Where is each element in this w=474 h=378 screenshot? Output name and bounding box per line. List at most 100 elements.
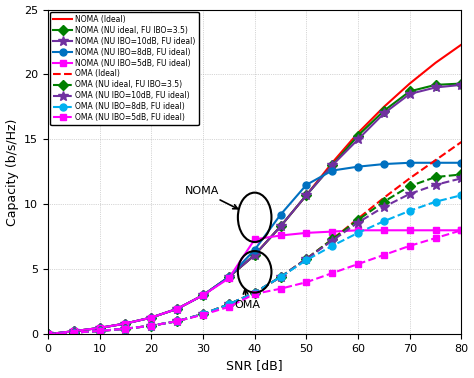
NOMA (NU ideal, FU IBO=3.5) [45, 332, 51, 336]
NOMA (NU IBO=8dB, FU ideal) [200, 293, 206, 297]
OMA (NU IBO=5dB, FU ideal) [174, 319, 180, 324]
Line: NOMA (NU IBO=5dB, FU ideal): NOMA (NU IBO=5dB, FU ideal) [45, 227, 465, 338]
OMA (NU IBO=10dB, FU ideal) [200, 312, 206, 316]
NOMA (Ideal) [433, 60, 438, 65]
NOMA (NU IBO=8dB, FU ideal) [381, 162, 387, 166]
OMA (NU IBO=8dB, FU ideal) [174, 319, 180, 324]
NOMA (NU IBO=5dB, FU ideal) [200, 293, 206, 297]
NOMA (NU IBO=5dB, FU ideal) [252, 237, 257, 242]
NOMA (NU IBO=5dB, FU ideal) [329, 229, 335, 234]
NOMA (NU ideal, FU IBO=3.5) [200, 293, 206, 297]
NOMA (NU IBO=5dB, FU ideal) [123, 321, 128, 326]
OMA (NU ideal, FU IBO=3.5) [458, 172, 464, 177]
OMA (NU IBO=8dB, FU ideal) [45, 332, 51, 336]
NOMA (Ideal) [226, 275, 232, 279]
NOMA (NU IBO=10dB, FU ideal) [329, 163, 335, 167]
OMA (NU IBO=10dB, FU ideal) [97, 328, 102, 333]
OMA (NU IBO=5dB, FU ideal) [381, 253, 387, 257]
Line: NOMA (NU ideal, FU IBO=3.5): NOMA (NU ideal, FU IBO=3.5) [45, 80, 465, 338]
NOMA (NU IBO=8dB, FU ideal) [433, 161, 438, 165]
NOMA (Ideal) [45, 332, 51, 336]
OMA (NU IBO=8dB, FU ideal) [123, 327, 128, 331]
NOMA (NU IBO=8dB, FU ideal) [458, 161, 464, 165]
NOMA (NU IBO=8dB, FU ideal) [148, 315, 154, 320]
OMA (NU ideal, FU IBO=3.5) [97, 328, 102, 333]
NOMA (NU IBO=5dB, FU ideal) [458, 228, 464, 232]
NOMA (NU IBO=5dB, FU ideal) [407, 228, 412, 232]
NOMA (NU IBO=5dB, FU ideal) [71, 329, 77, 333]
OMA (NU ideal, FU IBO=3.5) [407, 184, 412, 188]
Line: OMA (NU IBO=8dB, FU ideal): OMA (NU IBO=8dB, FU ideal) [45, 192, 465, 338]
OMA (NU IBO=5dB, FU ideal) [97, 328, 102, 333]
NOMA (NU IBO=10dB, FU ideal) [433, 85, 438, 90]
OMA (Ideal) [97, 328, 102, 333]
OMA (NU IBO=8dB, FU ideal) [433, 200, 438, 204]
NOMA (NU ideal, FU IBO=3.5) [303, 193, 309, 197]
NOMA (NU IBO=5dB, FU ideal) [381, 228, 387, 232]
OMA (NU IBO=5dB, FU ideal) [329, 271, 335, 276]
OMA (NU IBO=5dB, FU ideal) [71, 330, 77, 335]
NOMA (Ideal) [355, 131, 361, 135]
OMA (NU IBO=8dB, FU ideal) [407, 209, 412, 213]
NOMA (Ideal) [303, 193, 309, 197]
OMA (NU IBO=10dB, FU ideal) [278, 275, 283, 279]
OMA (NU IBO=5dB, FU ideal) [123, 327, 128, 331]
OMA (Ideal) [458, 140, 464, 144]
NOMA (NU IBO=5dB, FU ideal) [278, 233, 283, 238]
OMA (NU ideal, FU IBO=3.5) [329, 237, 335, 242]
NOMA (NU IBO=10dB, FU ideal) [355, 137, 361, 142]
OMA (Ideal) [71, 330, 77, 335]
NOMA (NU IBO=10dB, FU ideal) [458, 83, 464, 87]
NOMA (NU ideal, FU IBO=3.5) [407, 89, 412, 94]
OMA (NU IBO=10dB, FU ideal) [71, 330, 77, 335]
NOMA (NU ideal, FU IBO=3.5) [148, 315, 154, 320]
NOMA (Ideal) [97, 326, 102, 330]
OMA (Ideal) [407, 176, 412, 181]
OMA (NU IBO=8dB, FU ideal) [71, 330, 77, 335]
NOMA (NU ideal, FU IBO=3.5) [433, 83, 438, 87]
OMA (NU IBO=8dB, FU ideal) [458, 193, 464, 197]
OMA (NU IBO=8dB, FU ideal) [381, 219, 387, 223]
NOMA (NU ideal, FU IBO=3.5) [278, 224, 283, 229]
Line: NOMA (NU IBO=10dB, FU ideal): NOMA (NU IBO=10dB, FU ideal) [43, 80, 466, 339]
NOMA (NU IBO=10dB, FU ideal) [148, 315, 154, 320]
OMA (NU IBO=8dB, FU ideal) [329, 243, 335, 248]
Line: NOMA (NU IBO=8dB, FU ideal): NOMA (NU IBO=8dB, FU ideal) [45, 159, 465, 338]
OMA (NU ideal, FU IBO=3.5) [45, 332, 51, 336]
NOMA (NU ideal, FU IBO=3.5) [329, 163, 335, 167]
NOMA (Ideal) [458, 42, 464, 47]
NOMA (NU IBO=8dB, FU ideal) [174, 307, 180, 311]
OMA (NU IBO=10dB, FU ideal) [303, 257, 309, 261]
NOMA (NU ideal, FU IBO=3.5) [252, 253, 257, 257]
NOMA (NU IBO=10dB, FU ideal) [252, 253, 257, 257]
NOMA (NU IBO=8dB, FU ideal) [329, 168, 335, 173]
NOMA (NU IBO=8dB, FU ideal) [355, 164, 361, 169]
NOMA (NU ideal, FU IBO=3.5) [381, 108, 387, 113]
NOMA (NU IBO=5dB, FU ideal) [97, 326, 102, 330]
OMA (NU IBO=5dB, FU ideal) [45, 332, 51, 336]
OMA (NU IBO=5dB, FU ideal) [148, 324, 154, 328]
OMA (NU ideal, FU IBO=3.5) [278, 275, 283, 279]
OMA (NU IBO=10dB, FU ideal) [355, 220, 361, 225]
OMA (NU IBO=5dB, FU ideal) [458, 228, 464, 232]
OMA (NU ideal, FU IBO=3.5) [252, 290, 257, 295]
OMA (NU IBO=10dB, FU ideal) [45, 332, 51, 336]
OMA (NU IBO=5dB, FU ideal) [252, 292, 257, 296]
OMA (NU ideal, FU IBO=3.5) [200, 312, 206, 316]
NOMA (NU IBO=8dB, FU ideal) [71, 329, 77, 333]
OMA (Ideal) [252, 290, 257, 295]
Line: OMA (NU ideal, FU IBO=3.5): OMA (NU ideal, FU IBO=3.5) [45, 171, 465, 338]
OMA (NU ideal, FU IBO=3.5) [71, 330, 77, 335]
NOMA (Ideal) [407, 81, 412, 86]
NOMA (Ideal) [278, 224, 283, 229]
OMA (NU IBO=8dB, FU ideal) [252, 290, 257, 295]
OMA (NU IBO=8dB, FU ideal) [97, 328, 102, 333]
NOMA (NU IBO=8dB, FU ideal) [303, 183, 309, 187]
NOMA (Ideal) [123, 321, 128, 326]
OMA (Ideal) [174, 319, 180, 324]
OMA (Ideal) [329, 237, 335, 242]
OMA (Ideal) [355, 216, 361, 221]
NOMA (NU IBO=8dB, FU ideal) [252, 248, 257, 252]
OMA (NU IBO=10dB, FU ideal) [226, 302, 232, 307]
OMA (NU ideal, FU IBO=3.5) [303, 257, 309, 261]
